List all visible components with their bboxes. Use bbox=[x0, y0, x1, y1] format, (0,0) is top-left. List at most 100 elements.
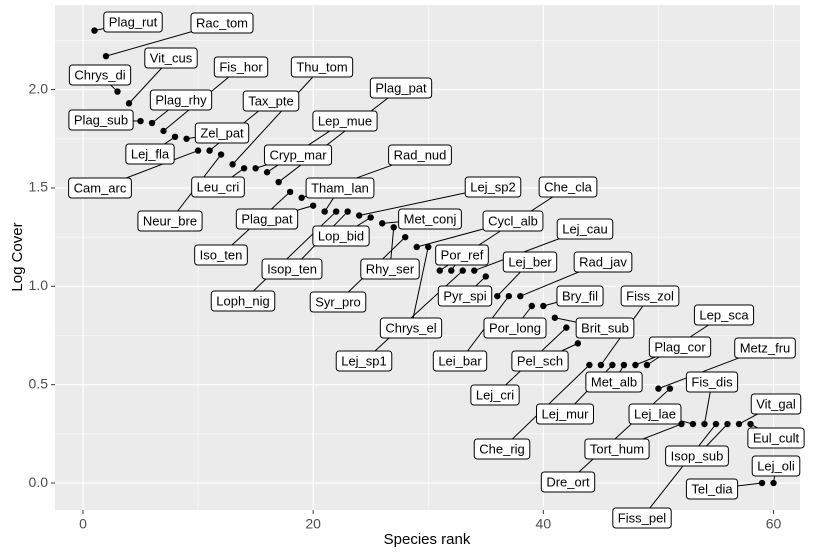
point bbox=[263, 169, 271, 176]
label: Lej_cri bbox=[470, 384, 520, 406]
point-label: Isop_ten bbox=[267, 261, 317, 276]
label-box bbox=[584, 438, 650, 460]
label: Fis_hor bbox=[213, 56, 269, 78]
point-label: Tax_pte bbox=[248, 93, 294, 108]
point-label: Met_alb bbox=[591, 374, 637, 389]
label-box bbox=[312, 110, 378, 132]
label-box bbox=[261, 258, 323, 280]
point bbox=[712, 420, 720, 428]
point bbox=[252, 165, 259, 172]
point-label: Fiss_zol bbox=[626, 288, 674, 303]
point bbox=[160, 127, 167, 135]
point bbox=[355, 212, 363, 219]
point-label: Plag_rhy bbox=[155, 92, 207, 107]
point bbox=[390, 224, 397, 231]
label-box bbox=[470, 384, 520, 406]
label-box bbox=[194, 244, 248, 266]
y-tick-label: 2.0 bbox=[29, 80, 49, 96]
point-label: Vit_gal bbox=[756, 396, 796, 411]
label: Plag_rut bbox=[103, 11, 163, 33]
label: Tham_lan bbox=[305, 177, 375, 199]
point bbox=[459, 267, 466, 274]
label-segment bbox=[641, 423, 717, 519]
label: Plag_pat bbox=[369, 77, 433, 99]
point bbox=[609, 361, 616, 369]
point-label: Pyr_spi bbox=[443, 288, 486, 303]
point bbox=[332, 208, 340, 215]
label-box bbox=[388, 144, 452, 166]
label-box bbox=[213, 56, 269, 78]
point bbox=[298, 194, 305, 201]
label: Che_rig bbox=[473, 438, 531, 460]
label: Dre_ort bbox=[540, 471, 596, 493]
label-box bbox=[573, 251, 633, 273]
label: Lej_oli bbox=[751, 455, 801, 477]
label: Plag_pat bbox=[235, 208, 299, 230]
label: Rac_tom bbox=[190, 12, 254, 34]
point bbox=[137, 117, 144, 125]
point bbox=[655, 385, 662, 392]
label: Por_ref bbox=[435, 244, 489, 266]
label-box bbox=[210, 290, 276, 312]
point-label: Lep_mue bbox=[318, 113, 372, 128]
point bbox=[275, 178, 282, 186]
label-box bbox=[144, 47, 198, 69]
point bbox=[402, 233, 409, 241]
point bbox=[125, 100, 133, 107]
point bbox=[528, 302, 536, 310]
point-label: Pel_sch bbox=[517, 353, 563, 368]
label-box bbox=[473, 438, 531, 460]
label-segment bbox=[410, 246, 429, 329]
point-label: Plag_sub bbox=[74, 112, 128, 127]
point bbox=[344, 208, 351, 215]
label: Lop_bid bbox=[312, 225, 370, 247]
label: Lej_mur bbox=[536, 403, 594, 425]
point bbox=[724, 420, 731, 428]
point bbox=[597, 361, 605, 369]
label-segment bbox=[278, 87, 402, 183]
label-box bbox=[685, 478, 739, 500]
label-box bbox=[585, 371, 643, 393]
point-label: Tel_dia bbox=[691, 481, 733, 496]
point bbox=[563, 324, 570, 331]
label-box bbox=[369, 77, 433, 99]
x-tick-label: 40 bbox=[536, 516, 552, 532]
point-label: Chrys_el bbox=[385, 320, 436, 335]
point-label: Tham_lan bbox=[311, 180, 369, 195]
point bbox=[689, 420, 697, 428]
label-box bbox=[432, 350, 488, 372]
point bbox=[494, 292, 501, 300]
point bbox=[436, 267, 443, 274]
point-label: Lep_sca bbox=[699, 307, 749, 322]
label: Plag_cor bbox=[648, 336, 712, 358]
point bbox=[309, 202, 317, 209]
label: Vit_gal bbox=[750, 393, 802, 415]
label-box bbox=[435, 244, 489, 266]
y-axis-title: Log Cover bbox=[9, 222, 26, 291]
label-box bbox=[648, 336, 712, 358]
point bbox=[229, 161, 236, 168]
point-label: Cryp_mar bbox=[269, 147, 327, 162]
point-label: Lej_cau bbox=[562, 221, 608, 236]
label: Lep_sca bbox=[693, 304, 755, 326]
point bbox=[471, 267, 478, 274]
point bbox=[194, 147, 202, 154]
point-label: Met_conj bbox=[404, 211, 457, 226]
label-box bbox=[612, 507, 672, 529]
label-box bbox=[125, 143, 175, 165]
label-box bbox=[693, 304, 755, 326]
labels: Plag_rut Rac_tom Chrys_di Vit_cus Plag_sub Pl… bbox=[68, 11, 805, 529]
y-tick-label: 0.5 bbox=[29, 375, 49, 391]
point bbox=[91, 27, 98, 34]
label-box bbox=[312, 225, 370, 247]
point bbox=[148, 119, 156, 127]
label: Fiss_pel bbox=[612, 507, 672, 529]
point-label: Plag_pat bbox=[375, 80, 427, 95]
point-label: Dre_ort bbox=[546, 474, 590, 489]
label: Neur_bre bbox=[137, 210, 203, 232]
point-label: Chrys_di bbox=[74, 67, 125, 82]
label-box bbox=[502, 251, 558, 273]
point-label: Vit_cus bbox=[150, 50, 193, 65]
point-label: Rac_tom bbox=[196, 15, 248, 30]
point-label: Lop_bid bbox=[318, 228, 364, 243]
